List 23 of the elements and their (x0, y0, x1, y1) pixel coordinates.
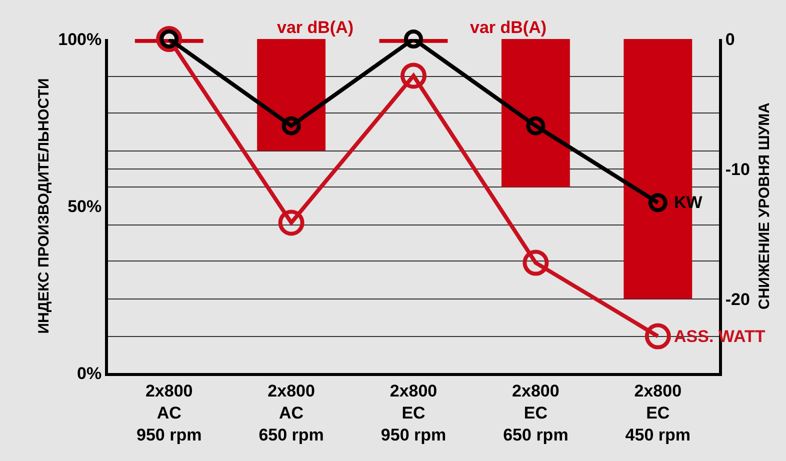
x-tick-label: 2x800 EC 650 rpm (503, 381, 568, 445)
y2-tick-label: -10 (725, 160, 750, 179)
y2-axis-title: СНИЖЕНИЕ УРОВНЯ ШУМА (756, 102, 773, 310)
x-tick-label: 2x800 AC 950 rpm (136, 381, 202, 445)
y-tick-label: 100% (58, 30, 102, 49)
point (400, 62, 426, 89)
point (522, 250, 549, 276)
x-tick-label: 2x800 EC 450 rpm (625, 381, 690, 445)
x-tick-label: 2x800 AC 650 rpm (258, 381, 324, 445)
point (278, 210, 304, 236)
y-tick-label: 50% (68, 196, 102, 216)
point (648, 193, 668, 212)
x-tick-label: 2x800 EC 950 rpm (380, 381, 446, 445)
y2-tick-label: 0 (725, 30, 735, 49)
point (526, 116, 546, 136)
point (644, 323, 671, 350)
point (282, 116, 301, 136)
y2-tick-label: -20 (725, 290, 750, 309)
y-axis-title: ИНДЕКС ПРОИЗВОДИТЕЛЬНОСТИ (35, 78, 52, 334)
text: var dB(A) (277, 18, 354, 37)
y-tick-label: 0% (77, 364, 102, 383)
point (404, 30, 423, 48)
text: var dB(A) (470, 18, 547, 37)
